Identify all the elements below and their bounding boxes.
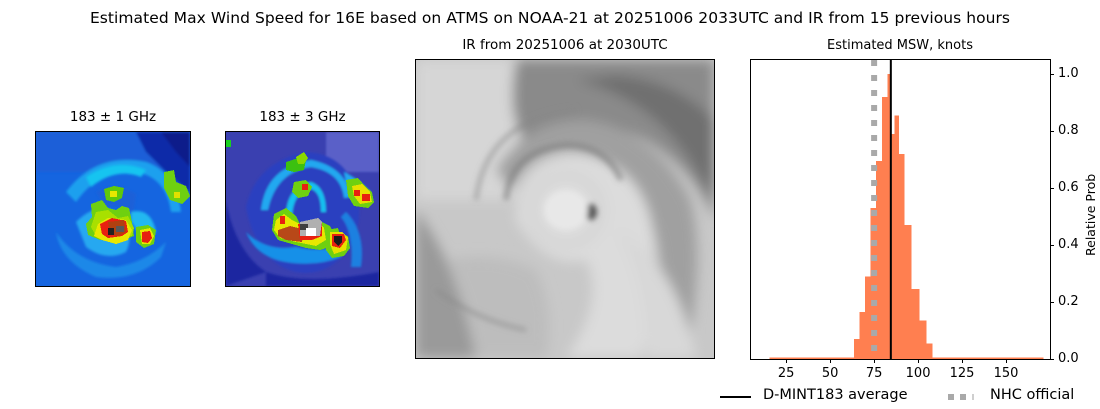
x-tick-label: 25 — [777, 366, 795, 381]
histogram-bar — [864, 276, 871, 359]
histogram-bar — [887, 74, 892, 359]
histogram-bar — [926, 343, 933, 359]
x-tick-label: 75 — [865, 366, 883, 381]
histogram-plot — [750, 59, 1051, 360]
x-tick-label: 150 — [993, 366, 1019, 381]
histogram-bar — [870, 208, 877, 359]
histogram-bar — [911, 289, 920, 359]
legend-label-nhc: NHC official — [990, 387, 1075, 403]
histogram-bar — [932, 357, 1044, 359]
figure-title: Estimated Max Wind Speed for 16E based o… — [89, 9, 1011, 27]
y-tick — [1050, 244, 1054, 246]
y-tick-label: 0.2 — [1058, 294, 1079, 310]
mw1-title: 183 ± 1 GHz — [69, 109, 157, 125]
mw1-image — [35, 131, 191, 287]
y-tick — [1050, 301, 1054, 303]
histogram-bar — [876, 161, 883, 359]
y-tick-label: 0.4 — [1058, 237, 1079, 253]
x-tick — [785, 359, 787, 363]
legend-label-mean: D-MINT183 average — [763, 387, 908, 403]
histogram-bar — [853, 339, 860, 359]
x-tick-label: 100 — [905, 366, 931, 381]
histogram-bar — [894, 115, 900, 360]
y-axis-label: Relative Prob — [1083, 173, 1098, 256]
histogram-bar — [859, 312, 866, 359]
histogram-bar — [904, 225, 912, 359]
histogram-bar — [881, 97, 888, 359]
x-tick-label: 125 — [949, 366, 975, 381]
x-tick — [1005, 359, 1007, 363]
y-tick — [1050, 73, 1054, 75]
histogram-bar — [898, 153, 905, 359]
mw2-title: 183 ± 3 GHz — [259, 109, 346, 125]
x-tick-label: 50 — [821, 366, 839, 381]
y-tick-label: 0.8 — [1058, 123, 1079, 139]
mw2-image — [225, 131, 380, 287]
x-tick — [873, 359, 875, 363]
y-tick — [1050, 358, 1054, 360]
y-tick-label: 0.0 — [1058, 351, 1079, 366]
histogram-bar — [918, 320, 927, 359]
ir-title: IR from 20251006 at 2030UTC — [462, 37, 668, 53]
x-tick — [917, 359, 919, 363]
legend-swatch-mean — [720, 396, 751, 398]
y-tick-label: 1.0 — [1058, 66, 1079, 82]
legend-swatch-nhc-3 — [972, 394, 974, 400]
legend-swatch-nhc-2 — [960, 394, 966, 400]
ir-image — [415, 59, 715, 359]
histogram-bar — [769, 357, 855, 359]
histogram-bar — [890, 134, 895, 359]
y-tick — [1050, 187, 1054, 189]
y-tick-label: 0.6 — [1058, 180, 1079, 196]
legend-swatch-nhc-1 — [948, 394, 954, 400]
x-tick — [961, 359, 963, 363]
y-tick — [1050, 130, 1054, 132]
hist-title: Estimated MSW, knots — [827, 38, 973, 53]
x-tick — [829, 359, 831, 363]
